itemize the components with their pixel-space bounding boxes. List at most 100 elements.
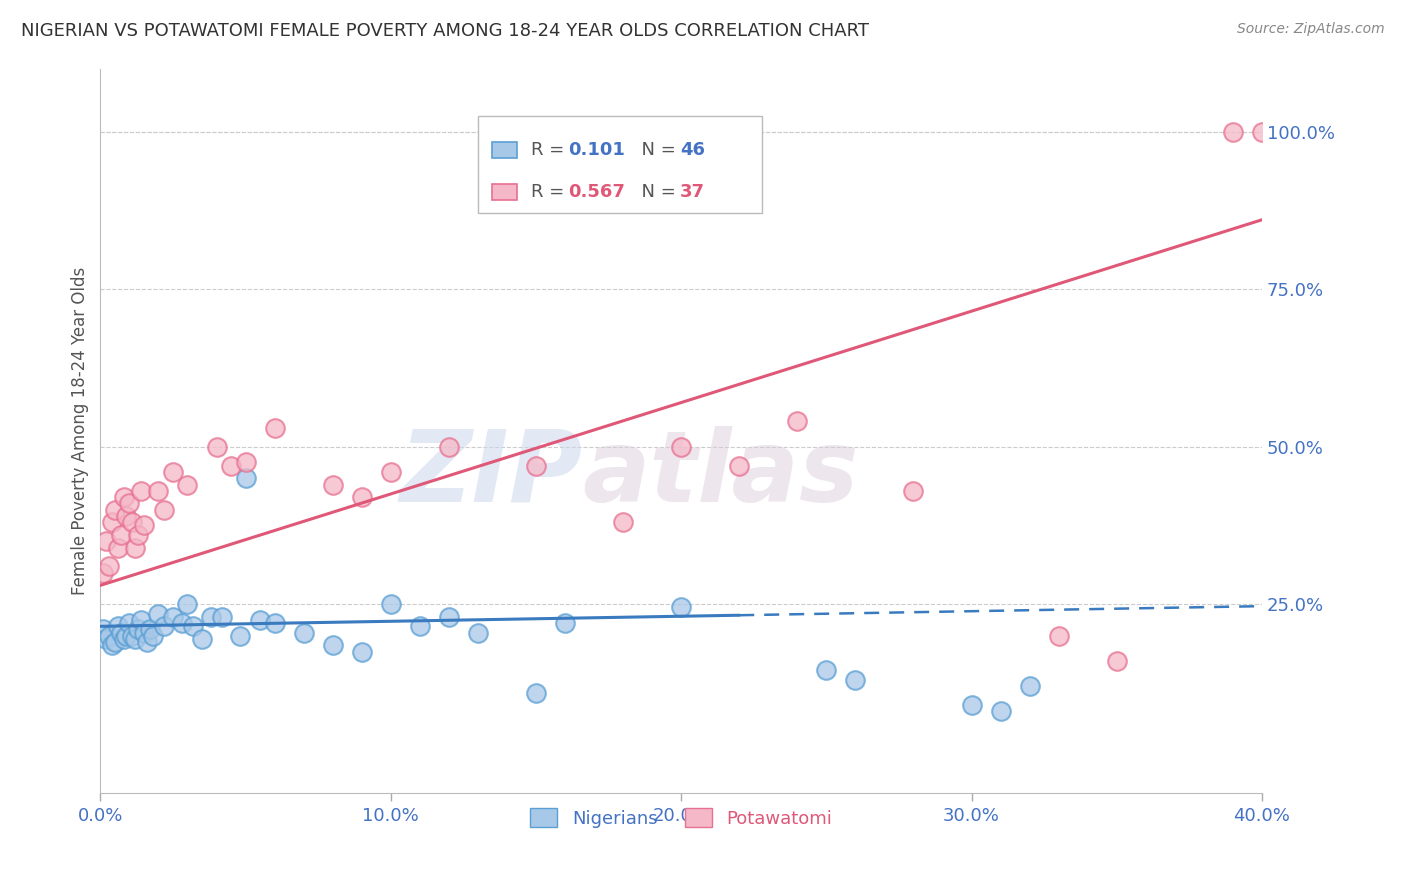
Point: [107, 541, 129, 555]
Point: [129, 483, 152, 498]
Text: R =: R =: [531, 183, 571, 201]
Point: [960, 698, 983, 712]
Point: [903, 483, 925, 498]
Point: [409, 619, 432, 633]
Point: [219, 458, 242, 473]
Point: [467, 625, 489, 640]
Point: [124, 541, 146, 555]
Point: [815, 664, 838, 678]
Point: [229, 629, 252, 643]
Text: 37: 37: [681, 183, 704, 201]
Point: [176, 597, 198, 611]
Legend: Nigerians, Potawatomi: Nigerians, Potawatomi: [523, 801, 839, 835]
Point: [322, 477, 344, 491]
Point: [380, 597, 402, 611]
Point: [786, 415, 808, 429]
Point: [669, 600, 692, 615]
Point: [191, 632, 214, 646]
Point: [249, 613, 271, 627]
Point: [524, 685, 547, 699]
Point: [380, 465, 402, 479]
Point: [127, 623, 149, 637]
Point: [96, 534, 118, 549]
Point: [112, 632, 135, 646]
Point: [437, 440, 460, 454]
Point: [200, 610, 222, 624]
Point: [121, 629, 143, 643]
Point: [112, 490, 135, 504]
Point: [554, 616, 576, 631]
Point: [104, 635, 127, 649]
Point: [107, 619, 129, 633]
Point: [176, 477, 198, 491]
Point: [148, 483, 170, 498]
Point: [118, 496, 141, 510]
Point: [153, 619, 176, 633]
Point: [101, 516, 124, 530]
Text: N =: N =: [630, 183, 682, 201]
Point: [104, 502, 127, 516]
Text: N =: N =: [630, 141, 682, 159]
Point: [235, 471, 257, 485]
Text: atlas: atlas: [582, 425, 859, 523]
Text: 0.101: 0.101: [568, 141, 626, 159]
Point: [350, 644, 373, 658]
Point: [101, 638, 124, 652]
Point: [211, 610, 233, 624]
Point: [669, 440, 692, 454]
Bar: [492, 184, 517, 200]
Point: [1047, 629, 1070, 643]
Point: [437, 610, 460, 624]
Point: [524, 458, 547, 473]
Text: NIGERIAN VS POTAWATOMI FEMALE POVERTY AMONG 18-24 YEAR OLDS CORRELATION CHART: NIGERIAN VS POTAWATOMI FEMALE POVERTY AM…: [21, 22, 869, 40]
Point: [263, 616, 285, 631]
Point: [170, 616, 193, 631]
Point: [118, 616, 141, 631]
Point: [91, 566, 114, 580]
Point: [127, 528, 149, 542]
Point: [990, 705, 1012, 719]
Point: [1251, 124, 1274, 138]
Text: 0.567: 0.567: [568, 183, 626, 201]
Point: [1105, 654, 1128, 668]
Point: [162, 465, 184, 479]
Point: [205, 440, 228, 454]
Point: [121, 516, 143, 530]
Point: [612, 516, 634, 530]
FancyBboxPatch shape: [478, 116, 762, 213]
Text: ZIP: ZIP: [399, 425, 582, 523]
Text: R =: R =: [531, 141, 571, 159]
Point: [135, 635, 157, 649]
Point: [292, 625, 315, 640]
Point: [129, 613, 152, 627]
Point: [142, 629, 165, 643]
Point: [115, 629, 138, 643]
Point: [148, 607, 170, 621]
Point: [153, 502, 176, 516]
Point: [844, 673, 866, 687]
Point: [132, 518, 155, 533]
Point: [91, 623, 114, 637]
Point: [110, 528, 132, 542]
Point: [138, 623, 160, 637]
Point: [181, 619, 204, 633]
Point: [98, 629, 121, 643]
Point: [1018, 679, 1040, 693]
Point: [350, 490, 373, 504]
Point: [115, 509, 138, 524]
Bar: [492, 142, 517, 158]
Point: [96, 632, 118, 646]
Point: [162, 610, 184, 624]
Text: 46: 46: [681, 141, 704, 159]
Point: [263, 421, 285, 435]
Point: [322, 638, 344, 652]
Point: [110, 625, 132, 640]
Text: Source: ZipAtlas.com: Source: ZipAtlas.com: [1237, 22, 1385, 37]
Point: [235, 455, 257, 469]
Point: [98, 559, 121, 574]
Point: [132, 625, 155, 640]
Point: [124, 632, 146, 646]
Y-axis label: Female Poverty Among 18-24 Year Olds: Female Poverty Among 18-24 Year Olds: [72, 267, 89, 595]
Point: [728, 458, 751, 473]
Point: [1222, 124, 1244, 138]
